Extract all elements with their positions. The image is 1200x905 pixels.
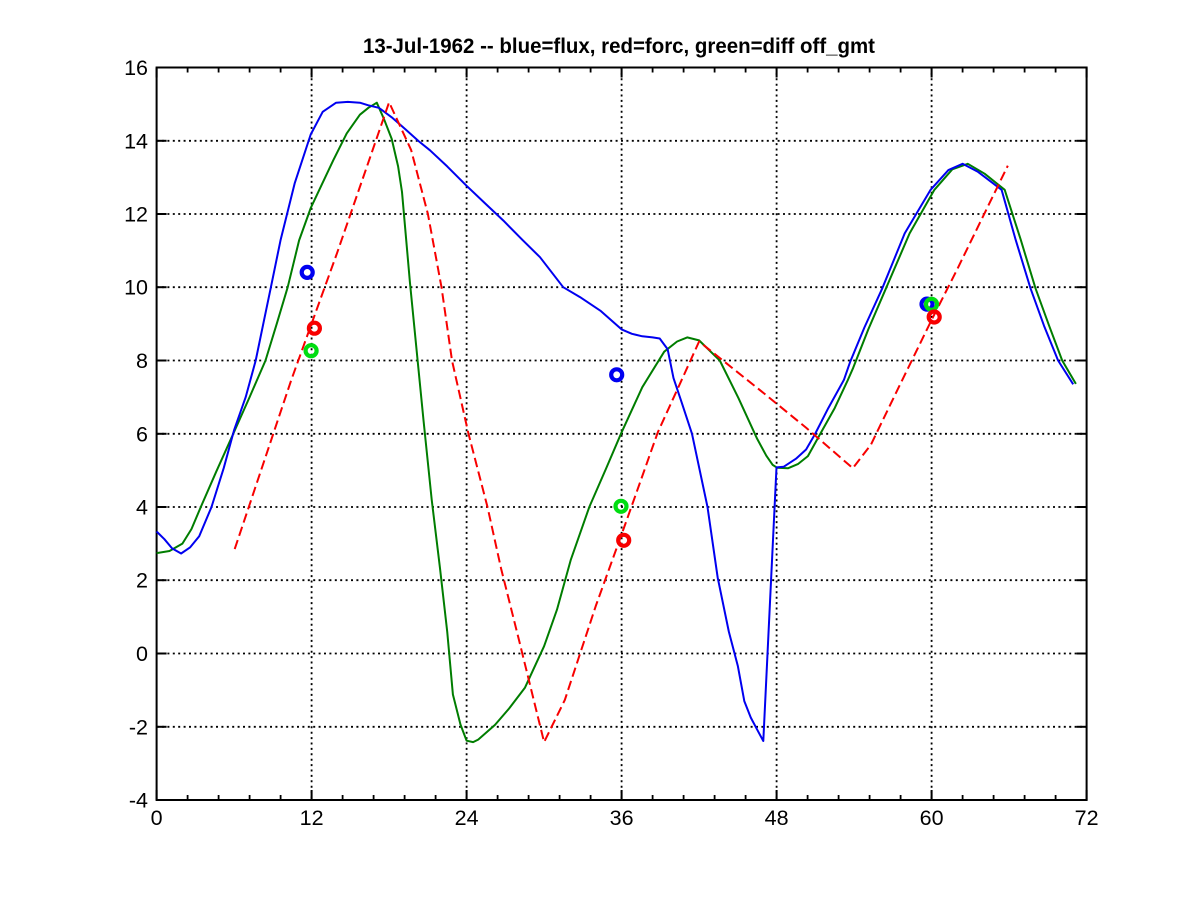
svg-text:36: 36 bbox=[610, 806, 634, 830]
svg-text:48: 48 bbox=[765, 806, 789, 830]
svg-text:12: 12 bbox=[300, 806, 324, 830]
svg-text:0: 0 bbox=[151, 806, 163, 830]
svg-text:24: 24 bbox=[455, 806, 479, 830]
svg-text:14: 14 bbox=[124, 129, 148, 153]
svg-text:60: 60 bbox=[920, 806, 944, 830]
svg-text:72: 72 bbox=[1075, 806, 1099, 830]
svg-text:8: 8 bbox=[136, 349, 148, 373]
svg-text:0: 0 bbox=[136, 642, 148, 666]
svg-text:-4: -4 bbox=[129, 789, 148, 813]
svg-text:12: 12 bbox=[124, 203, 148, 227]
svg-text:4: 4 bbox=[136, 496, 148, 520]
svg-text:16: 16 bbox=[124, 56, 148, 80]
svg-text:-2: -2 bbox=[129, 715, 148, 739]
svg-text:10: 10 bbox=[124, 276, 148, 300]
svg-text:13-Jul-1962 -- blue=flux, red=: 13-Jul-1962 -- blue=flux, red=forc, gree… bbox=[363, 35, 875, 58]
svg-text:6: 6 bbox=[136, 422, 148, 446]
svg-text:2: 2 bbox=[136, 569, 148, 593]
